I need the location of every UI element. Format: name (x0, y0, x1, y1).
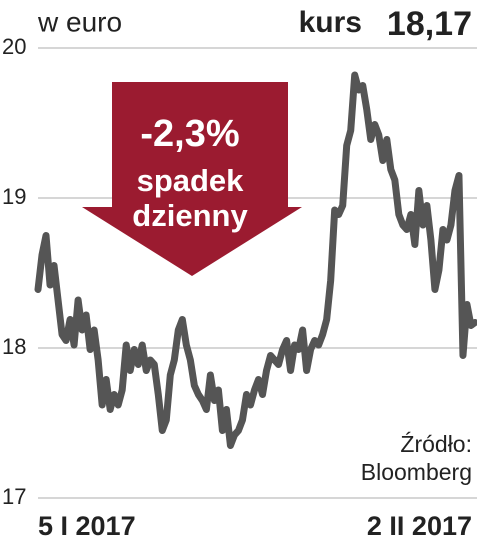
grid: 17 18 19 20 (2, 34, 477, 509)
source: Źródło: (400, 431, 472, 457)
badge-text: spadek (137, 163, 245, 198)
badge-arrow (82, 82, 302, 276)
y-tick-label: 20 (2, 34, 26, 59)
plot (34, 71, 477, 449)
x-tick-label: 2 II 2017 (367, 511, 472, 541)
current-value: 18,17 (387, 5, 472, 43)
y-tick-label: 19 (2, 184, 26, 209)
badge-text: dzienny (132, 198, 248, 233)
y-tick-label: 18 (2, 334, 26, 359)
y-tick-label: 17 (2, 484, 26, 509)
badge-change: -2,3% (140, 113, 239, 155)
price-line (34, 71, 477, 449)
source: Bloomberg (361, 459, 472, 485)
current-label: kurs (299, 6, 362, 39)
unit-label: w euro (37, 6, 122, 37)
x-tick-label: 5 I 2017 (38, 511, 136, 541)
